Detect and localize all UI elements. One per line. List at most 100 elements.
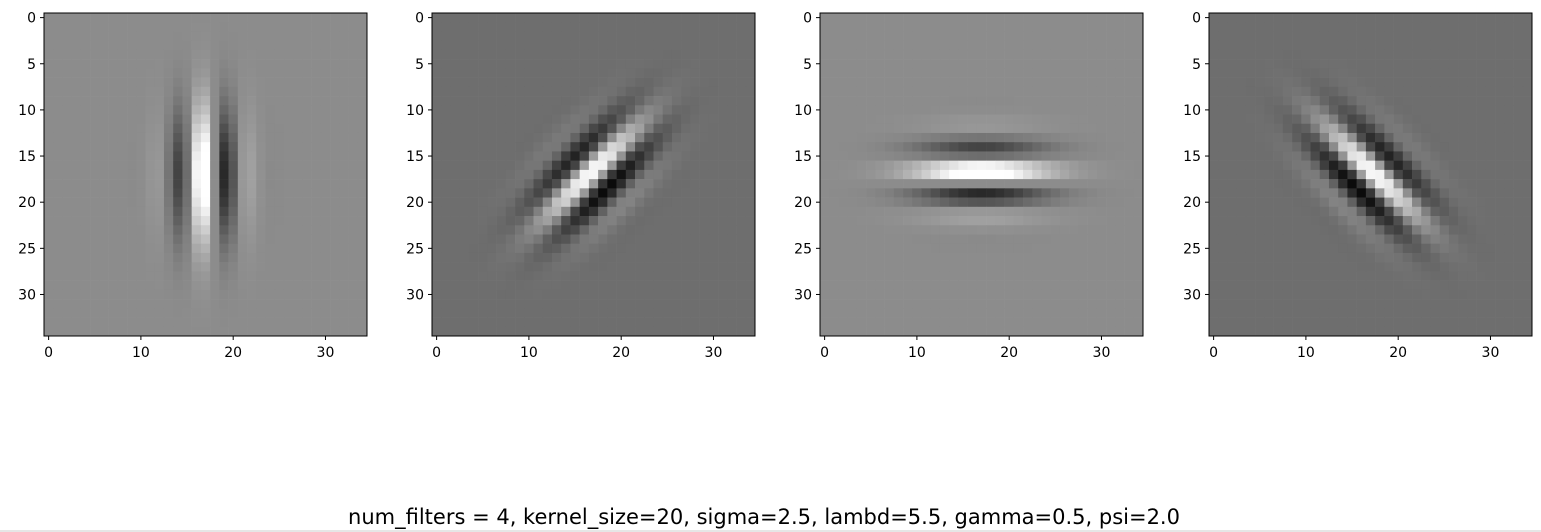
heatmap-cell bbox=[551, 77, 562, 88]
heatmap-cell bbox=[348, 243, 359, 254]
heatmap-cell bbox=[607, 151, 617, 161]
heatmap-cell bbox=[228, 243, 239, 254]
heatmap-cell bbox=[173, 308, 183, 318]
heatmap-cell bbox=[182, 188, 192, 198]
heatmap-cell bbox=[1218, 299, 1228, 309]
heatmap-cell bbox=[228, 299, 239, 309]
heatmap-cell bbox=[838, 40, 848, 51]
heatmap-cell bbox=[635, 31, 645, 41]
heatmap-cell bbox=[478, 317, 488, 328]
heatmap-cell bbox=[478, 308, 488, 318]
heatmap-cell bbox=[644, 216, 654, 226]
heatmap-cell bbox=[681, 234, 691, 245]
heatmap-cell bbox=[1087, 114, 1098, 125]
heatmap-cell bbox=[1218, 151, 1228, 161]
heatmap-cell bbox=[163, 31, 174, 41]
heatmap-cell bbox=[265, 317, 276, 328]
heatmap-cell bbox=[829, 252, 839, 263]
heatmap-cell bbox=[856, 188, 867, 198]
heatmap-cell bbox=[348, 280, 359, 291]
heatmap-cell bbox=[450, 179, 460, 189]
heatmap-cell bbox=[921, 68, 932, 78]
heatmap-cell bbox=[866, 151, 876, 161]
heatmap-cell bbox=[976, 31, 987, 41]
heatmap-cell bbox=[1448, 114, 1459, 125]
heatmap-cell bbox=[1458, 289, 1468, 300]
heatmap-cell bbox=[1124, 114, 1135, 125]
heatmap-cell bbox=[191, 225, 202, 235]
heatmap-cell bbox=[515, 114, 525, 125]
heatmap-cell bbox=[1245, 317, 1256, 328]
heatmap-cell bbox=[1059, 197, 1070, 208]
heatmap-cell bbox=[598, 49, 608, 60]
heatmap-cell bbox=[1004, 22, 1015, 32]
heatmap-cell bbox=[1347, 308, 1357, 318]
heatmap-cell bbox=[884, 179, 895, 189]
heatmap-cell bbox=[90, 151, 100, 161]
heatmap-cell bbox=[671, 225, 682, 235]
heatmap-cell bbox=[681, 40, 691, 51]
heatmap-cell bbox=[829, 225, 839, 235]
heatmap-cell bbox=[1004, 40, 1015, 51]
heatmap-cell bbox=[117, 59, 128, 69]
heatmap-cell bbox=[1412, 216, 1422, 226]
heatmap-cell bbox=[450, 132, 460, 143]
heatmap-cell bbox=[579, 151, 590, 161]
heatmap-cell bbox=[921, 22, 932, 32]
heatmap-cell bbox=[1292, 271, 1302, 281]
heatmap-cell bbox=[357, 317, 368, 328]
heatmap-cell bbox=[727, 105, 737, 115]
heatmap-cell bbox=[893, 225, 904, 235]
heatmap-cell bbox=[995, 179, 1005, 189]
heatmap-cell bbox=[1292, 105, 1302, 115]
heatmap-cell bbox=[579, 31, 590, 41]
heatmap-cell bbox=[1375, 59, 1385, 69]
heatmap-cell bbox=[829, 197, 839, 208]
heatmap-cell bbox=[967, 114, 978, 125]
heatmap-cell bbox=[884, 262, 895, 272]
heatmap-cell bbox=[588, 68, 599, 78]
heatmap-cell bbox=[866, 77, 876, 88]
heatmap-cell bbox=[1041, 299, 1052, 309]
heatmap-cell bbox=[1421, 280, 1431, 291]
heatmap-cell bbox=[348, 160, 359, 171]
heatmap-cell bbox=[228, 77, 239, 88]
heatmap-cell bbox=[1328, 160, 1339, 171]
heatmap-cell bbox=[1467, 299, 1477, 309]
heatmap-cell bbox=[163, 169, 174, 180]
heatmap-cell bbox=[1245, 289, 1256, 300]
heatmap-cell bbox=[903, 289, 913, 300]
heatmap-cell bbox=[136, 197, 146, 208]
heatmap-cell bbox=[1375, 280, 1385, 291]
heatmap-cell bbox=[265, 299, 276, 309]
heatmap-cell bbox=[1041, 225, 1052, 235]
heatmap-cell bbox=[1069, 317, 1079, 328]
heatmap-cell bbox=[524, 308, 534, 318]
heatmap-cell bbox=[1255, 262, 1265, 272]
heatmap-cell bbox=[1347, 326, 1357, 337]
heatmap-cell bbox=[635, 22, 645, 32]
heatmap-cell bbox=[598, 188, 608, 198]
heatmap-cell bbox=[958, 40, 968, 51]
heatmap-cell bbox=[1448, 22, 1459, 32]
heatmap-cell bbox=[1338, 49, 1348, 60]
heatmap-cell bbox=[256, 308, 266, 318]
heatmap-cell bbox=[820, 243, 830, 254]
heatmap-cell bbox=[1301, 96, 1311, 106]
heatmap-cell bbox=[727, 59, 737, 69]
heatmap-cell bbox=[1495, 132, 1505, 143]
heatmap-cell bbox=[533, 206, 544, 217]
heatmap-cell bbox=[1458, 271, 1468, 281]
heatmap-cell bbox=[1209, 179, 1219, 189]
heatmap-cell bbox=[1292, 40, 1302, 51]
heatmap-cell bbox=[1292, 197, 1302, 208]
heatmap-cell bbox=[866, 160, 876, 171]
heatmap-cell bbox=[478, 169, 488, 180]
heatmap-cell bbox=[1485, 123, 1496, 134]
heatmap-cell bbox=[1393, 132, 1404, 143]
heatmap-cell bbox=[505, 197, 516, 208]
heatmap-cell bbox=[1365, 142, 1376, 152]
heatmap-cell bbox=[1421, 68, 1431, 78]
heatmap-cell bbox=[127, 114, 137, 125]
heatmap-cell bbox=[653, 179, 664, 189]
